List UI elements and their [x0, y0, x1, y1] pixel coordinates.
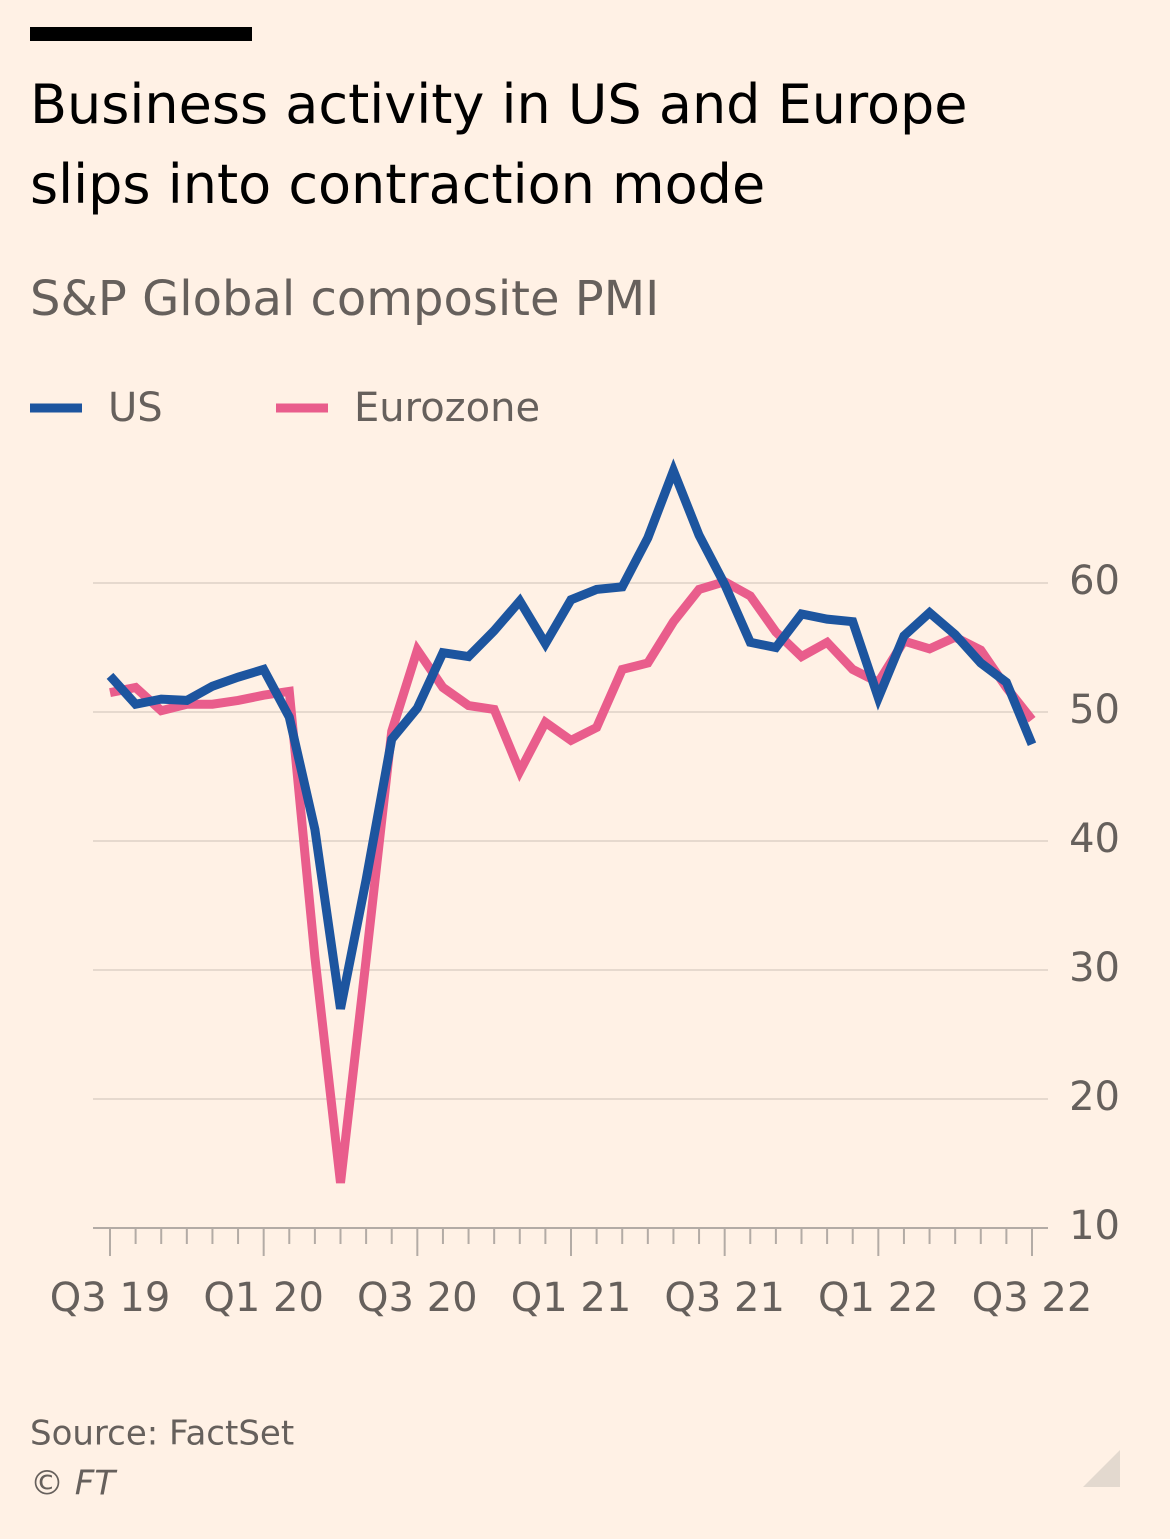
x-tick-label: Q3 19: [50, 1275, 171, 1321]
series-line: [109, 576, 1036, 1184]
y-tick-label: 50: [1069, 687, 1120, 733]
x-tick-label: Q1 20: [203, 1275, 324, 1321]
x-tick-label: Q3 21: [664, 1275, 785, 1321]
x-tick-label: Q3 20: [357, 1275, 478, 1321]
x-tick-label: Q1 22: [818, 1275, 939, 1321]
x-tick-label: Q1 21: [511, 1275, 632, 1321]
y-tick-label: 30: [1069, 945, 1120, 991]
y-tick-label: 40: [1069, 816, 1120, 862]
credit: © FT: [30, 1464, 117, 1504]
y-tick-label: 20: [1069, 1074, 1120, 1120]
source: Source: FactSet: [30, 1414, 294, 1454]
legend-label: Eurozone: [354, 385, 540, 431]
x-tick-label: Q3 22: [972, 1275, 1093, 1321]
legend-label: US: [108, 385, 163, 431]
top-bar: [30, 27, 252, 41]
y-tick-label: 10: [1069, 1203, 1120, 1249]
y-tick-label: 60: [1069, 558, 1120, 604]
chart-subtitle: S&P Global composite PMI: [30, 271, 659, 327]
chart-title: Business activity in US and Europe slips …: [30, 73, 968, 216]
series-line: [106, 458, 1037, 1010]
resize-icon: [1083, 1450, 1120, 1487]
